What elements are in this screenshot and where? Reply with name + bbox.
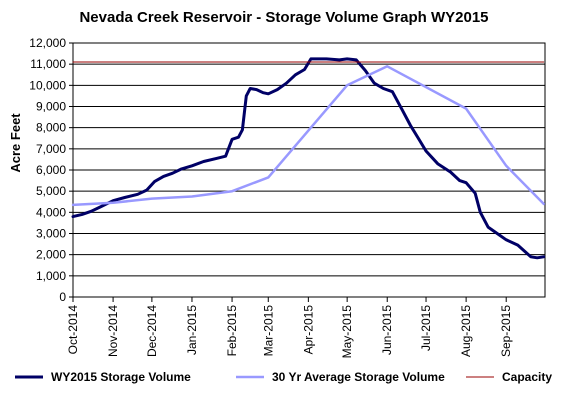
x-tick-label: Jun-2015 <box>380 305 394 355</box>
x-tick-label: Sep-2015 <box>499 305 513 357</box>
axis-ticks: 0 1,000 2,000 3,000 4,000 5,000 6,000 7,000 8,00… <box>29 36 513 358</box>
legend-label: 30 Yr Average Storage Volume <box>272 370 445 384</box>
y-tick-label: 0 <box>59 290 66 304</box>
y-tick-label: 12,000 <box>29 36 66 50</box>
y-tick-label: 6,000 <box>36 163 66 177</box>
legend-label: Capacity <box>502 370 552 384</box>
legend: WY2015 Storage Volume 30 Yr Average Stora… <box>15 370 552 384</box>
series-line <box>71 57 546 260</box>
x-tick-label: Mar-2015 <box>261 305 275 357</box>
y-tick-label: 8,000 <box>36 121 66 135</box>
y-tick-label: 2,000 <box>36 248 66 262</box>
x-tick-label: Aug-2015 <box>459 305 473 357</box>
gridlines <box>73 63 545 277</box>
y-tick-label: 1,000 <box>36 269 66 283</box>
series-line <box>71 65 545 207</box>
legend-label: WY2015 Storage Volume <box>51 370 191 384</box>
y-tick-label: 5,000 <box>36 184 66 198</box>
series-lines <box>71 57 546 260</box>
x-tick-label: Dec-2014 <box>145 305 159 357</box>
y-tick-label: 10,000 <box>29 78 66 92</box>
y-tick-label: 7,000 <box>36 142 66 156</box>
x-tick-label: Feb-2015 <box>225 305 239 357</box>
y-tick-label: 3,000 <box>36 227 66 241</box>
y-tick-label: 4,000 <box>36 205 66 219</box>
x-tick-label: Jan-2015 <box>185 305 199 355</box>
x-tick-label: Apr-2015 <box>301 305 315 355</box>
x-tick-label: May-2015 <box>340 305 354 359</box>
x-tick-label: Nov-2014 <box>106 305 120 357</box>
x-tick-label: Jul-2015 <box>419 305 433 351</box>
chart-title: Nevada Creek Reservoir - Storage Volume … <box>79 9 488 26</box>
x-tick-label: Oct-2014 <box>66 305 80 355</box>
y-axis-label: Acre Feet <box>8 113 23 173</box>
y-tick-label: 9,000 <box>36 100 66 114</box>
y-tick-label: 11,000 <box>30 57 66 71</box>
